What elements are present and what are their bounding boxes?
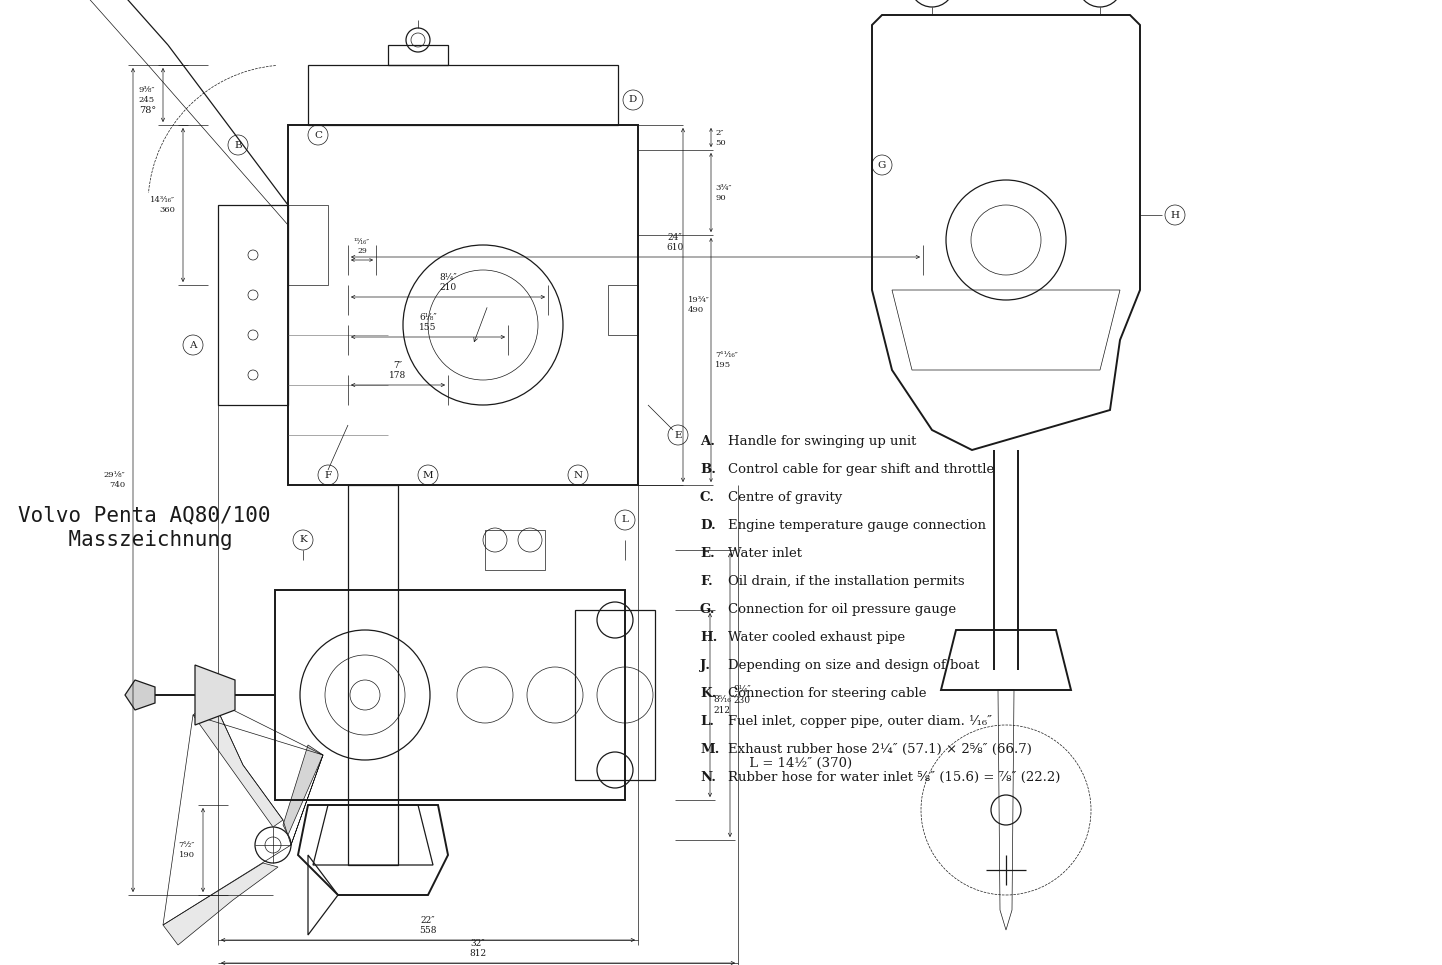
Text: Masszeichnung: Masszeichnung	[17, 530, 232, 550]
Text: Water cooled exhaust pipe: Water cooled exhaust pipe	[728, 631, 906, 644]
Text: Volvo Penta AQ80/100: Volvo Penta AQ80/100	[17, 505, 271, 525]
Text: Rubber hose for water inlet ⅝″ (15.6) = ⅞″ (22.2): Rubber hose for water inlet ⅝″ (15.6) = …	[728, 771, 1060, 784]
Text: F: F	[324, 471, 332, 480]
Text: 22″
558: 22″ 558	[420, 916, 437, 935]
Bar	[485, 530, 545, 570]
Text: 3³⁄₄″
90: 3³⁄₄″ 90	[715, 184, 731, 202]
Text: E.: E.	[699, 547, 715, 560]
Text: 14³⁄₁₆″
360: 14³⁄₁₆″ 360	[150, 197, 174, 213]
Text: H.: H.	[699, 631, 717, 644]
Text: L.: L.	[699, 715, 714, 728]
Text: J.: J.	[699, 659, 709, 672]
Text: E: E	[675, 430, 682, 439]
Text: 29¹⁄₈″
740: 29¹⁄₈″ 740	[104, 471, 125, 488]
Bar	[288, 125, 637, 485]
Text: 32″
812: 32″ 812	[470, 939, 486, 958]
Text: ¹³⁄₁₆″
29: ¹³⁄₁₆″ 29	[353, 237, 371, 255]
Text: K.: K.	[699, 687, 717, 700]
Text: A.: A.	[699, 435, 715, 448]
Text: 19³⁄₄″
490: 19³⁄₄″ 490	[688, 296, 709, 314]
Text: 7¹¹⁄₁₆″
195: 7¹¹⁄₁₆″ 195	[715, 351, 738, 369]
Bar	[388, 45, 448, 65]
Bar	[609, 285, 637, 335]
Text: C.: C.	[699, 491, 715, 504]
Text: 24″
610: 24″ 610	[666, 233, 684, 252]
Text: Handle for swinging up unit: Handle for swinging up unit	[728, 435, 916, 448]
Bar	[575, 610, 655, 780]
Text: N: N	[574, 471, 583, 480]
Text: 9¹⁄₄″
230: 9¹⁄₄″ 230	[733, 685, 751, 704]
Bar	[218, 205, 288, 405]
Text: 78°: 78°	[140, 106, 157, 115]
Bar	[348, 485, 398, 865]
Text: G.: G.	[699, 603, 715, 616]
Bar	[309, 65, 619, 125]
Text: Connection for steering cable: Connection for steering cable	[728, 687, 927, 700]
Text: 7″
178: 7″ 178	[389, 361, 407, 380]
Text: Oil drain, if the installation permits: Oil drain, if the installation permits	[728, 575, 965, 588]
Text: D.: D.	[699, 519, 715, 532]
Text: H: H	[1171, 210, 1180, 219]
Text: Control cable for gear shift and throttle: Control cable for gear shift and throttl…	[728, 463, 994, 476]
Text: K: K	[298, 536, 307, 544]
Bar	[275, 590, 624, 800]
Text: 8⁵⁄₁₆″
212: 8⁵⁄₁₆″ 212	[712, 696, 734, 715]
Text: G: G	[878, 160, 887, 170]
Polygon shape	[195, 665, 235, 725]
Text: M: M	[423, 471, 433, 480]
Text: L = 14½″ (370): L = 14½″ (370)	[728, 757, 852, 770]
Text: N.: N.	[699, 771, 717, 784]
Text: Centre of gravity: Centre of gravity	[728, 491, 842, 504]
Text: Connection for oil pressure gauge: Connection for oil pressure gauge	[728, 603, 956, 616]
Polygon shape	[125, 680, 154, 710]
Text: 2″
50: 2″ 50	[715, 129, 725, 147]
Text: Fuel inlet, copper pipe, outer diam. ⅟₁₆″: Fuel inlet, copper pipe, outer diam. ⅟₁₆…	[728, 715, 992, 728]
Text: Exhaust rubber hose 2¼″ (57.1) × 2⅝″ (66.7): Exhaust rubber hose 2¼″ (57.1) × 2⅝″ (66…	[728, 743, 1032, 756]
Text: C: C	[314, 130, 322, 140]
Text: B.: B.	[699, 463, 717, 476]
Text: M.: M.	[699, 743, 720, 756]
Text: 6¹⁄₈″
155: 6¹⁄₈″ 155	[420, 313, 437, 332]
Polygon shape	[283, 745, 323, 835]
Text: A: A	[189, 341, 196, 349]
Text: D: D	[629, 96, 637, 104]
Text: L: L	[622, 515, 629, 525]
Bar	[288, 205, 327, 285]
Text: F.: F.	[699, 575, 712, 588]
Text: 7¹⁄₂″
190: 7¹⁄₂″ 190	[179, 841, 195, 859]
Text: Depending on size and design of boat: Depending on size and design of boat	[728, 659, 979, 672]
Polygon shape	[163, 863, 278, 945]
Text: Engine temperature gauge connection: Engine temperature gauge connection	[728, 519, 986, 532]
Text: 9³⁄₈″
245: 9³⁄₈″ 245	[138, 87, 154, 103]
Polygon shape	[193, 700, 283, 827]
Text: Water inlet: Water inlet	[728, 547, 802, 560]
Text: 8¹⁄₄″
210: 8¹⁄₄″ 210	[440, 272, 457, 292]
Text: B: B	[234, 141, 242, 150]
